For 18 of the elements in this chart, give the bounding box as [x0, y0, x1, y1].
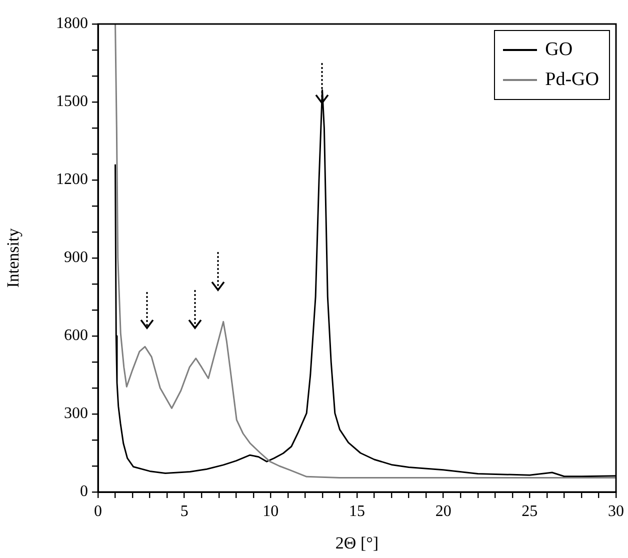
y-tick-label: 1200: [56, 171, 88, 188]
x-tick-label: 15: [349, 502, 365, 520]
x-tick-label: 5: [180, 502, 188, 520]
x-axis-title: 2Θ [°]: [335, 533, 379, 552]
x-tick-label: 25: [522, 502, 538, 520]
y-tick-label: 0: [80, 483, 88, 500]
legend-label: GO: [545, 38, 573, 62]
y-tick-label: 1800: [56, 15, 88, 32]
legend-label: Pd-GO: [545, 68, 599, 92]
y-tick-label: 1500: [56, 93, 88, 110]
x-tick-label: 30: [608, 502, 624, 520]
x-tick-label: 20: [435, 502, 452, 520]
y-tick-label: 600: [64, 327, 88, 344]
x-tick-label: 0: [94, 502, 102, 520]
y-axis-title: Intensity: [4, 228, 23, 288]
x-tick-label: 10: [262, 502, 279, 520]
y-tick-label: 900: [64, 249, 88, 266]
y-tick-label: 300: [64, 405, 88, 422]
